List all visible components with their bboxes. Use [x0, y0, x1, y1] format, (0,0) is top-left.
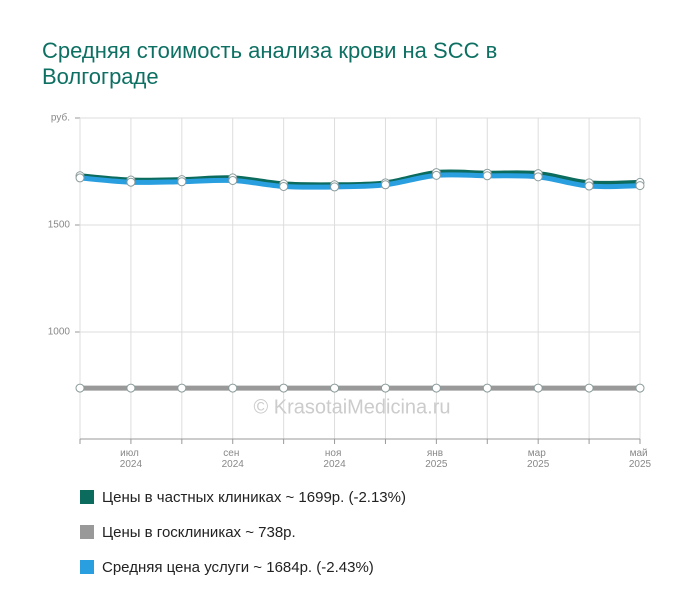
point	[380, 383, 390, 393]
y-tick-label: руб.	[51, 112, 70, 124]
point	[228, 383, 238, 393]
legend-swatch	[80, 490, 94, 504]
watermark: © KrasotaiMedicina.ru	[253, 396, 450, 418]
point	[330, 182, 340, 192]
point	[584, 383, 594, 393]
point	[431, 383, 441, 393]
x-tick-label: сен 2024	[222, 448, 245, 470]
y-tick-label: 1000	[48, 327, 71, 338]
x-tick-label: мар 2025	[527, 448, 550, 470]
point	[482, 171, 492, 181]
legend-swatch	[80, 525, 94, 539]
point	[635, 383, 645, 393]
legend-swatch	[80, 560, 94, 574]
point	[431, 170, 441, 180]
legend-item: Цены в частных клиниках ~ 1699р. (-2.13%…	[80, 489, 406, 506]
point	[177, 177, 187, 187]
y-tick-label: 1500	[48, 220, 71, 231]
point	[279, 383, 289, 393]
point	[482, 383, 492, 393]
point	[279, 181, 289, 191]
point	[584, 181, 594, 191]
x-tick-label: июл 2024	[120, 448, 143, 470]
legend-item: Средняя цена услуги ~ 1684р. (-2.43%)	[80, 559, 374, 576]
point	[126, 177, 136, 187]
x-tick-label: янв 2025	[425, 448, 448, 470]
point	[533, 383, 543, 393]
point	[635, 181, 645, 191]
point	[126, 383, 136, 393]
legend-item: Цены в госклиниках ~ 738р.	[80, 524, 296, 541]
legend-label: Цены в частных клиниках ~ 1699р. (-2.13%…	[102, 489, 406, 506]
chart-title: Средняя стоимость анализа крови на SCC в…	[42, 38, 498, 89]
legend-label: Цены в госклиниках ~ 738р.	[102, 524, 296, 541]
point	[177, 383, 187, 393]
point	[75, 383, 85, 393]
point	[228, 175, 238, 185]
point	[330, 383, 340, 393]
point	[533, 172, 543, 182]
x-tick-label: ноя 2024	[323, 448, 346, 470]
x-tick-label: май 2025	[629, 448, 652, 470]
legend-label: Средняя цена услуги ~ 1684р. (-2.43%)	[102, 559, 374, 576]
point	[75, 173, 85, 183]
point	[380, 180, 390, 190]
